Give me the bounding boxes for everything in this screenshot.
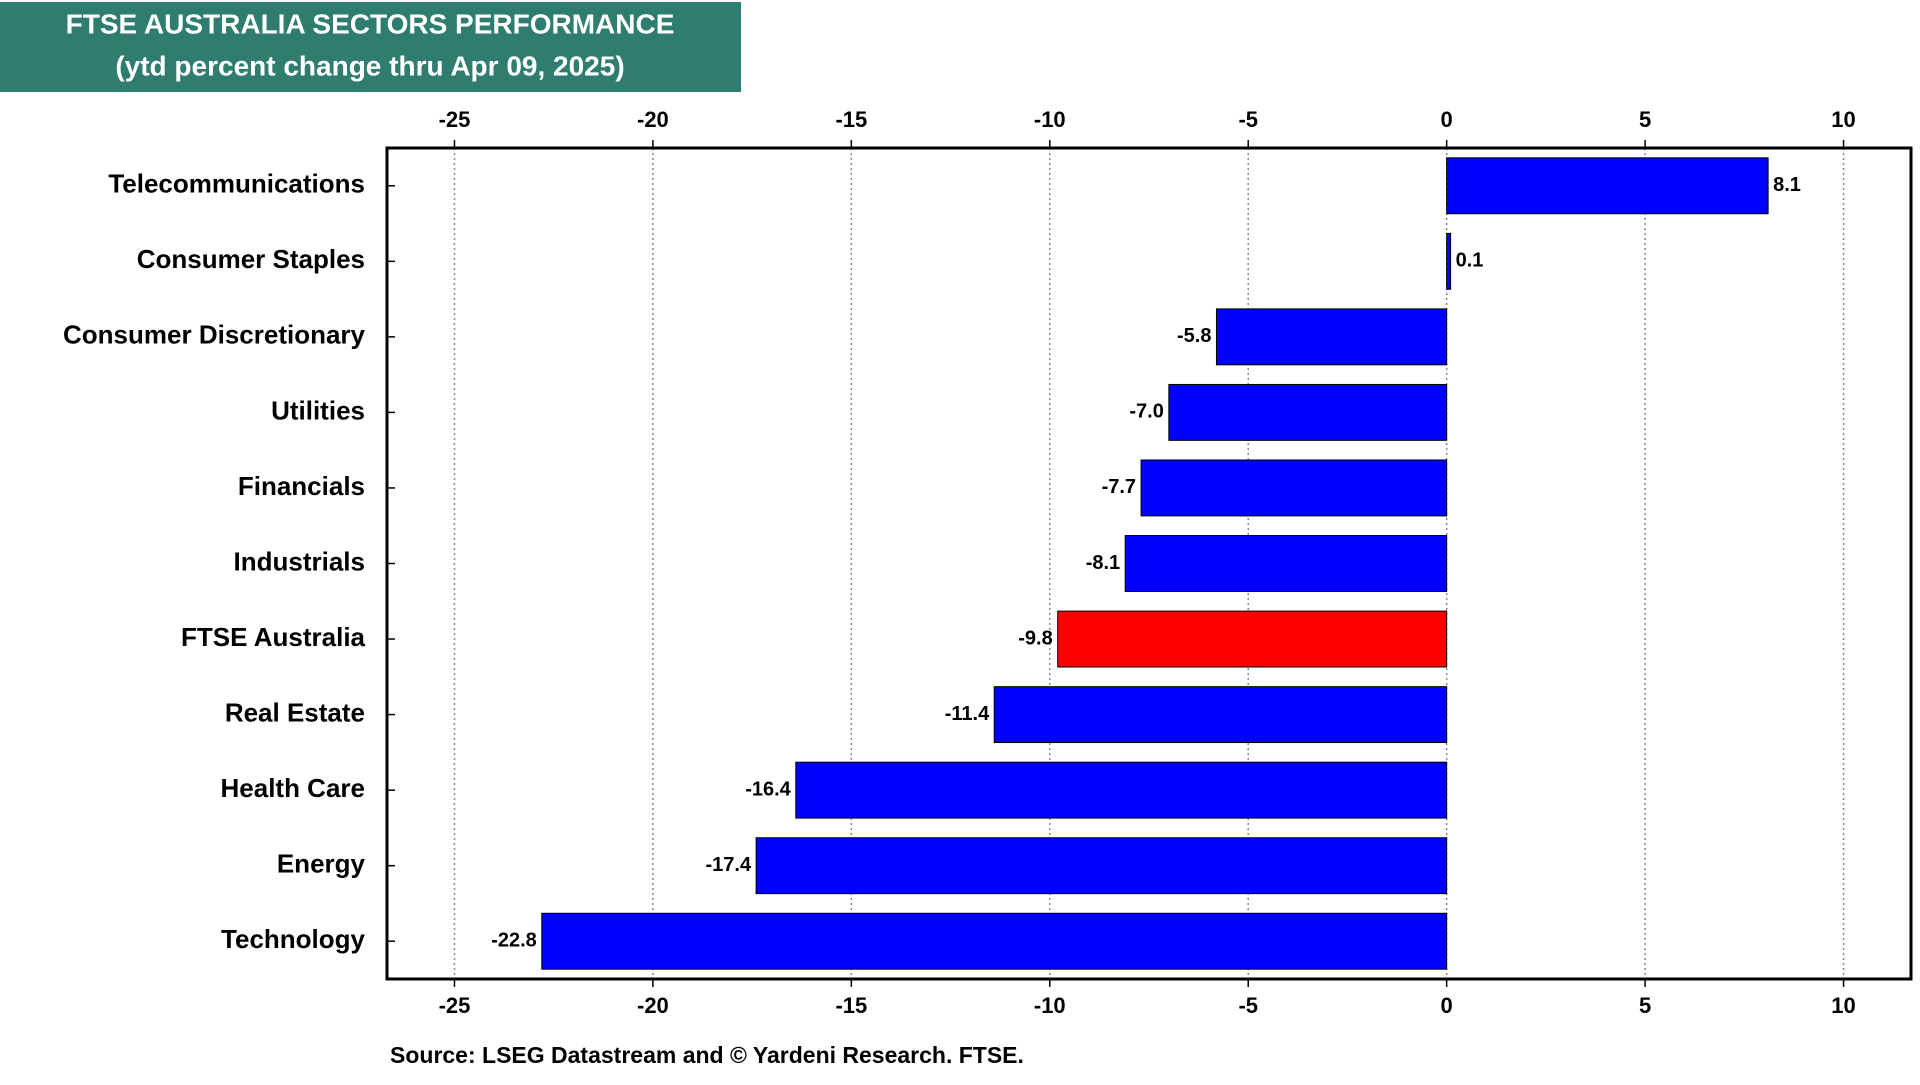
value-label: 8.1 — [1773, 174, 1801, 196]
x-tick-label: 0 — [1441, 993, 1453, 1018]
x-tick-label: -15 — [835, 107, 867, 132]
bar — [1057, 610, 1448, 668]
value-label: -9.8 — [1018, 627, 1052, 649]
y-tick-label: Industrials — [234, 546, 365, 576]
value-label: 0.1 — [1456, 250, 1484, 272]
value-label: -5.8 — [1177, 325, 1211, 347]
x-tick-label: 10 — [1831, 107, 1855, 132]
y-tick-label: Utilities — [271, 395, 365, 425]
x-tick-label: -10 — [1034, 107, 1066, 132]
plot-frame — [385, 146, 1913, 981]
y-tick-label: Consumer Discretionary — [63, 320, 366, 350]
chart-title: FTSE AUSTRALIA SECTORS PERFORMANCE — [66, 8, 675, 39]
x-tick-label: 10 — [1831, 993, 1855, 1018]
value-label: -7.7 — [1102, 476, 1136, 498]
y-tick-label: Real Estate — [225, 697, 365, 727]
bar — [1124, 535, 1448, 592]
source-note: Source: LSEG Datastream and © Yardeni Re… — [390, 1042, 1024, 1068]
value-label: -17.4 — [706, 854, 752, 876]
bar — [1140, 459, 1448, 517]
bar — [993, 686, 1448, 744]
value-label: -22.8 — [491, 930, 537, 952]
x-tick-label: -25 — [439, 993, 471, 1018]
x-tick-label: -20 — [637, 107, 669, 132]
bar — [1446, 157, 1769, 215]
x-tick-label: 0 — [1441, 107, 1453, 132]
y-tick-label: Financials — [238, 471, 365, 501]
y-tick-label: Telecommunications — [108, 169, 365, 199]
bar — [541, 912, 1448, 970]
y-tick-label: Technology — [221, 924, 366, 954]
value-label: -8.1 — [1086, 552, 1120, 574]
y-tick-label: Consumer Staples — [137, 244, 365, 274]
bar — [1168, 383, 1448, 441]
x-tick-label: -25 — [439, 107, 471, 132]
x-tick-label: -20 — [637, 993, 669, 1018]
x-tick-label: -10 — [1034, 993, 1066, 1018]
x-tick-label: -5 — [1238, 107, 1258, 132]
title-box — [0, 2, 741, 92]
bar — [1446, 232, 1452, 290]
y-tick-label: Health Care — [221, 773, 366, 803]
x-tick-label: -5 — [1238, 993, 1258, 1018]
y-tick-label: FTSE Australia — [181, 622, 366, 652]
value-label: -11.4 — [945, 703, 990, 725]
bar — [755, 837, 1448, 895]
x-tick-label: 5 — [1639, 993, 1651, 1018]
bar — [1215, 308, 1448, 366]
value-label: -16.4 — [745, 778, 791, 800]
x-tick-label: 5 — [1639, 107, 1651, 132]
value-label: -7.0 — [1129, 401, 1163, 423]
y-tick-label: Energy — [277, 849, 366, 879]
bar — [795, 761, 1448, 819]
x-tick-label: -15 — [835, 993, 867, 1018]
chart-subtitle: (ytd percent change thru Apr 09, 2025) — [115, 50, 624, 81]
